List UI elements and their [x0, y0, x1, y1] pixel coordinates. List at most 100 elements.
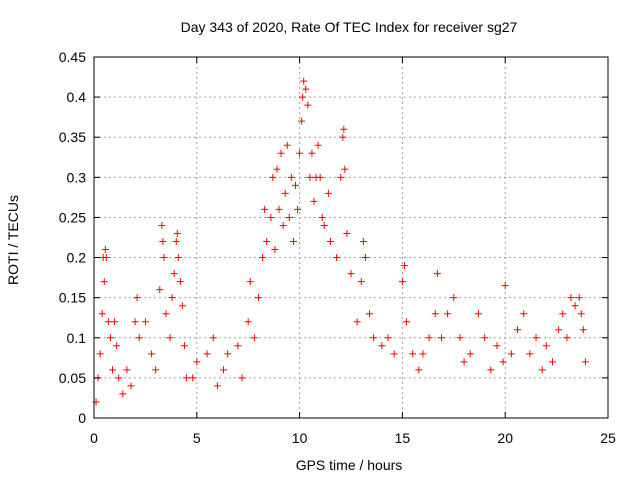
data-point — [263, 238, 271, 246]
data-point — [259, 254, 267, 262]
data-point — [162, 310, 170, 318]
data-point — [152, 366, 160, 374]
data-point — [131, 318, 139, 326]
data-point — [526, 350, 534, 358]
data-point — [104, 318, 112, 326]
data-point — [316, 173, 324, 181]
data-point — [308, 149, 316, 157]
data-point — [567, 294, 575, 302]
data-point — [156, 286, 164, 294]
y-tick-label: 0.3 — [67, 169, 87, 185]
x-axis-label: GPS time / hours — [296, 457, 403, 473]
data-point — [337, 173, 345, 181]
x-tick-label: 0 — [90, 430, 98, 446]
data-point — [299, 93, 307, 101]
data-point — [563, 334, 571, 342]
y-tick-label: 0 — [78, 410, 86, 426]
data-point — [100, 278, 108, 286]
data-point — [361, 254, 369, 262]
data-point — [148, 350, 156, 358]
data-point — [141, 318, 149, 326]
data-point — [170, 270, 178, 278]
data-point — [123, 366, 131, 374]
data-point — [189, 374, 197, 382]
y-tick-label: 0.1 — [67, 330, 87, 346]
data-point — [456, 334, 464, 342]
data-point — [166, 334, 174, 342]
data-point — [102, 254, 110, 262]
data-point — [275, 205, 283, 213]
data-point — [460, 358, 468, 366]
data-point — [433, 270, 441, 278]
data-point — [178, 302, 186, 310]
y-tick-label: 0.35 — [59, 129, 86, 145]
data-point — [172, 238, 180, 246]
data-point — [98, 310, 106, 318]
data-point — [101, 246, 109, 254]
y-axis-label: ROTI / TECUs — [5, 195, 21, 285]
data-point — [119, 390, 127, 398]
data-point — [273, 165, 281, 173]
data-point — [294, 205, 302, 213]
data-point — [174, 254, 182, 262]
data-point — [577, 310, 585, 318]
data-point — [314, 141, 322, 149]
data-point — [306, 173, 314, 181]
data-point — [183, 374, 191, 382]
data-point — [324, 189, 332, 197]
data-point — [113, 342, 121, 350]
data-point — [403, 318, 411, 326]
data-point — [575, 294, 583, 302]
data-point — [378, 342, 386, 350]
data-point — [261, 205, 269, 213]
data-point — [487, 366, 495, 374]
data-point — [571, 302, 579, 310]
data-point — [173, 229, 181, 237]
data-point — [444, 310, 452, 318]
data-point — [353, 318, 361, 326]
data-point — [548, 358, 556, 366]
data-point — [532, 334, 540, 342]
data-point — [481, 334, 489, 342]
data-point — [415, 366, 423, 374]
data-point — [339, 133, 347, 141]
data-point — [238, 374, 246, 382]
data-point — [357, 278, 365, 286]
data-point — [507, 350, 515, 358]
data-point — [501, 282, 509, 290]
data-point — [135, 334, 143, 342]
data-point — [559, 310, 567, 318]
data-point — [159, 238, 167, 246]
data-point — [296, 149, 304, 157]
y-tick-label: 0.45 — [59, 49, 86, 65]
data-point — [300, 77, 308, 85]
data-point — [209, 334, 217, 342]
data-point — [133, 294, 141, 302]
data-point — [450, 294, 458, 302]
data-point — [269, 173, 277, 181]
data-point — [419, 350, 427, 358]
y-tick-label: 0.2 — [67, 250, 87, 266]
data-point — [291, 181, 299, 189]
data-point — [250, 334, 258, 342]
data-point — [326, 238, 334, 246]
data-point — [320, 221, 328, 229]
data-point — [302, 85, 310, 93]
data-point — [281, 189, 289, 197]
data-point — [400, 262, 408, 270]
data-point — [244, 318, 252, 326]
data-point — [520, 310, 528, 318]
data-point — [224, 350, 232, 358]
data-point — [437, 334, 445, 342]
data-point — [466, 350, 474, 358]
data-point — [283, 141, 291, 149]
data-point — [425, 334, 433, 342]
data-point — [168, 294, 176, 302]
data-point — [347, 270, 355, 278]
y-tick-label: 0.25 — [59, 209, 86, 225]
data-point — [514, 326, 522, 334]
x-tick-label: 15 — [395, 430, 411, 446]
y-tick-label: 0.05 — [59, 370, 86, 386]
data-point — [213, 382, 221, 390]
data-point — [106, 334, 114, 342]
